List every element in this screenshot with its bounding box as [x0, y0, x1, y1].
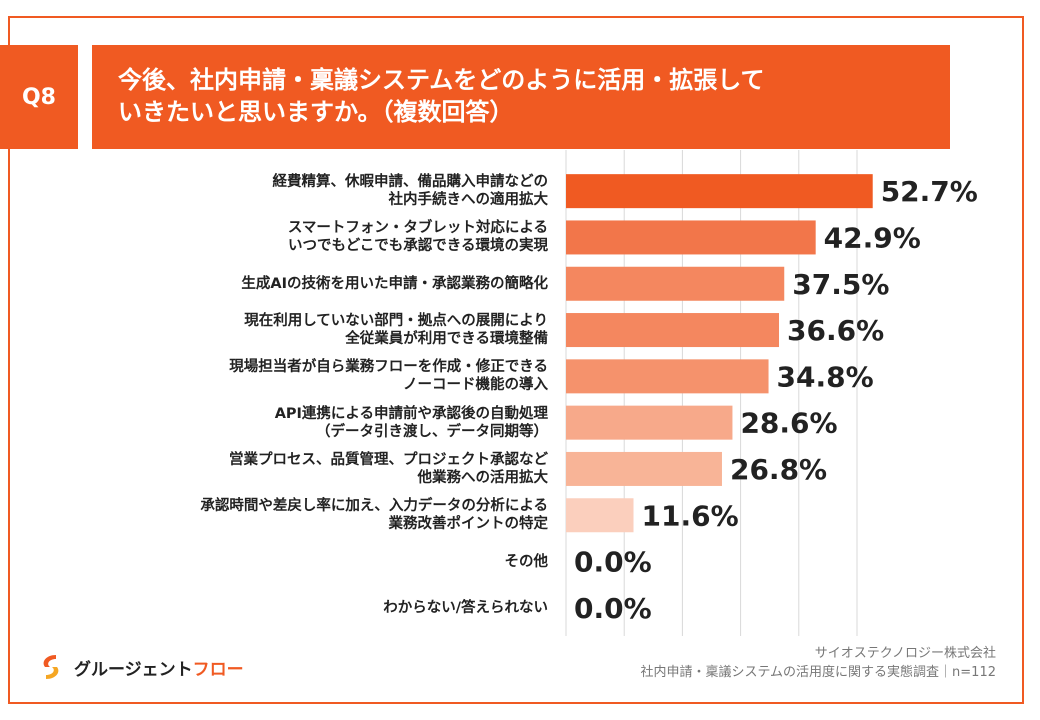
- category-label-line: 現場担当者が自ら業務フローを作成・修正できる: [229, 359, 548, 376]
- flow-logo-icon: [43, 655, 59, 679]
- category-label-line: （データ引き渡し、データ同期等）: [316, 423, 548, 440]
- bar: [566, 359, 769, 394]
- category-label-line: 業務改善ポイントの特定: [388, 516, 549, 533]
- value-label: 26.8%: [730, 453, 827, 486]
- value-label: 37.5%: [792, 268, 889, 301]
- bar: [566, 174, 873, 209]
- brand-logo: グルージェントフロー: [36, 652, 244, 682]
- category-label-line: 営業プロセス、品質管理、プロジェクト承認など: [229, 451, 548, 468]
- category-label: わからない/答えられない: [108, 588, 548, 628]
- category-label-line: 承認時間や差戻し率に加え、入力データの分析による: [200, 498, 548, 515]
- category-label: 営業プロセス、品質管理、プロジェクト承認など 他業務への活用拡大: [108, 449, 548, 489]
- bar: [566, 313, 780, 348]
- category-label: スマートフォン・タブレット対応による いつでもどこでも承認できる環境の実現: [108, 217, 548, 257]
- title-line-2: いきたいと思いますか。（複数回答）: [118, 98, 514, 126]
- footer-survey: 社内申請・稟議システムの活用度に関する実態調査｜n=112: [640, 665, 996, 680]
- bar: [566, 266, 785, 301]
- value-label: 34.8%: [777, 360, 874, 393]
- category-label-line: 生成AIの技術を用いた申請・承認業務の簡略化: [241, 275, 548, 292]
- logo-text: グルージェントフロー: [74, 655, 244, 680]
- category-label-line: その他: [504, 553, 549, 570]
- logo-name-main: グルージェント: [74, 659, 193, 680]
- category-label-line: 全従業員が利用できる環境整備: [345, 331, 548, 348]
- value-label: 0.0%: [574, 546, 652, 579]
- category-label-line: API連携による申請前や承認後の自動処理: [274, 405, 548, 422]
- category-label-line: 他業務への活用拡大: [417, 469, 549, 486]
- category-label-line: いつでもどこでも承認できる環境の実現: [288, 238, 548, 255]
- bar: [566, 451, 722, 486]
- category-label: 経費精算、休暇申請、備品購入申請などの 社内手続きへの適用拡大: [108, 171, 549, 211]
- title-line-1: 今後、社内申請・稟議システムをどのように活用・拡張して: [118, 66, 765, 94]
- category-label-line: 現在利用していない部門・拠点への展開により: [244, 313, 548, 330]
- chart-frame: [8, 16, 1024, 704]
- category-label-line: 社内手続きへの適用拡大: [388, 192, 549, 209]
- question-label: Q8: [21, 84, 56, 110]
- question-badge: Q8: [0, 45, 78, 149]
- bar: [566, 498, 634, 533]
- bar: [566, 220, 816, 255]
- category-label-line: ノーコード機能の導入: [403, 377, 548, 394]
- value-label: 0.0%: [574, 592, 652, 625]
- logo-name-accent: フロー: [192, 659, 244, 680]
- value-label: 11.6%: [642, 499, 739, 532]
- footer-company: サイオステクノロジー株式会社: [814, 646, 996, 661]
- category-label: 現在利用していない部門・拠点への展開により 全従業員が利用できる環境整備: [108, 310, 548, 350]
- footer-source: サイオステクノロジー株式会社 社内申請・稟議システムの活用度に関する実態調査｜n…: [640, 644, 996, 682]
- value-label: 42.9%: [824, 221, 921, 254]
- category-label-line: スマートフォン・タブレット対応による: [287, 220, 548, 237]
- category-label: 生成AIの技術を用いた申請・承認業務の簡略化: [108, 264, 548, 304]
- category-label-line: 経費精算、休暇申請、備品購入申請などの: [272, 174, 549, 191]
- value-label: 28.6%: [740, 407, 837, 440]
- chart-title: 今後、社内申請・稟議システムをどのように活用・拡張して いきたいと思いますか。（…: [92, 45, 950, 149]
- category-label: 承認時間や差戻し率に加え、入力データの分析による 業務改善ポイントの特定: [108, 495, 548, 535]
- value-label: 36.6%: [787, 314, 884, 347]
- category-label: その他: [108, 542, 549, 582]
- category-label-line: わからない/答えられない: [383, 599, 548, 616]
- category-label: 現場担当者が自ら業務フローを作成・修正できる ノーコード機能の導入: [108, 356, 548, 396]
- bar: [566, 405, 733, 440]
- category-label: API連携による申請前や承認後の自動処理 （データ引き渡し、データ同期等）: [108, 403, 548, 443]
- value-label: 52.7%: [881, 175, 978, 208]
